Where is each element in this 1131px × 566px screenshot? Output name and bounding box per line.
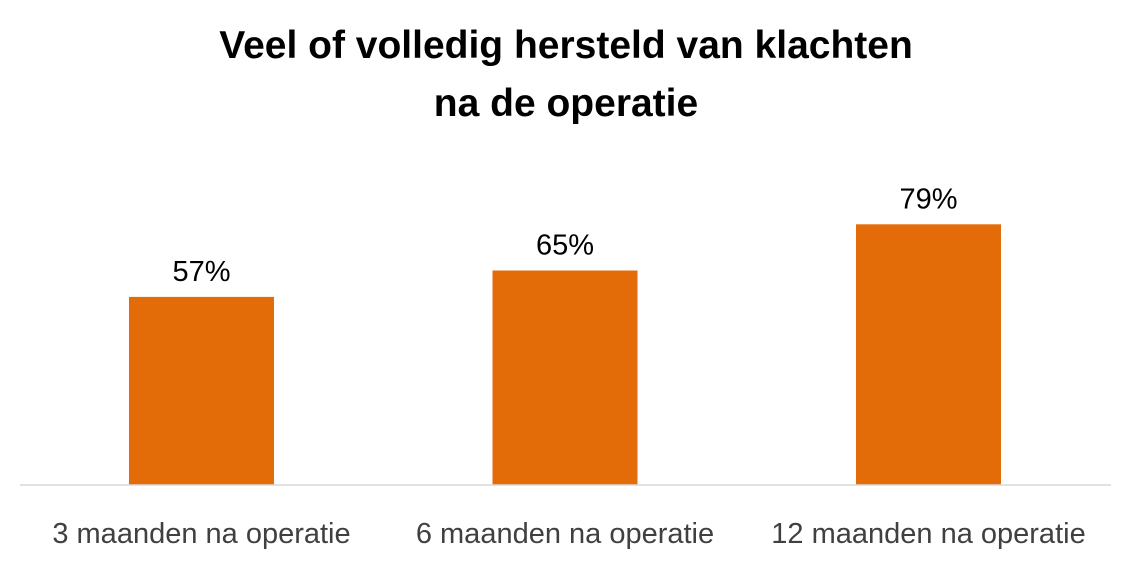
- bar-1: [129, 296, 274, 485]
- bar-2: [492, 270, 638, 485]
- chart-title-line-1: Veel of volledig hersteld van klachten: [219, 24, 913, 67]
- data-labels: 57% 65% 79%: [172, 183, 957, 288]
- chart-title-line-2: na de operatie: [434, 82, 698, 125]
- bar-series: [129, 224, 1001, 486]
- x-tick-label-3: 12 maanden na operatie: [771, 518, 1085, 550]
- bar-3: [856, 224, 1001, 486]
- data-label-2: 65%: [536, 230, 594, 262]
- x-tick-label-1: 3 maanden na operatie: [52, 518, 350, 550]
- data-label-3: 79%: [899, 183, 957, 215]
- data-label-1: 57%: [172, 256, 230, 288]
- x-tick-labels: 3 maanden na operatie 6 maanden na operat…: [52, 518, 1085, 550]
- x-tick-label-2: 6 maanden na operatie: [416, 518, 714, 550]
- chart-title: Veel of volledig hersteld van klachten n…: [219, 24, 913, 125]
